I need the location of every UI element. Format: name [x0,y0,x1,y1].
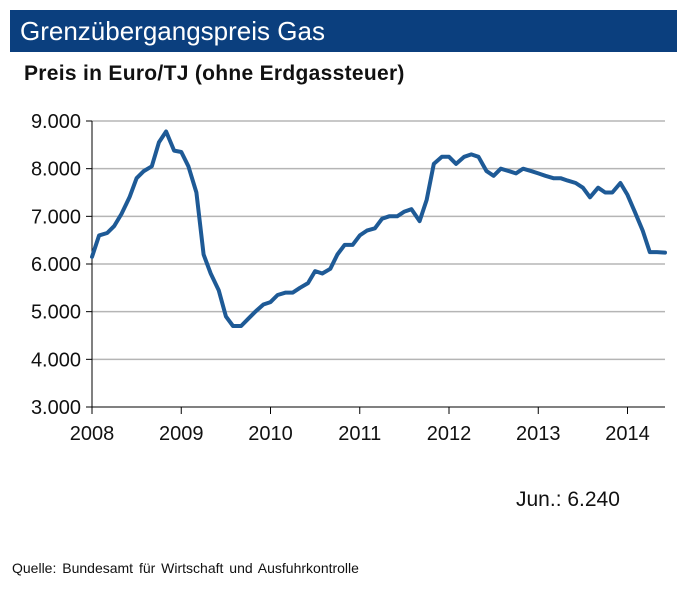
source-note: Quelle: Bundesamt für Wirtschaft und Aus… [12,560,359,576]
chart-subtitle: Preis in Euro/TJ (ohne Erdgassteuer) [24,62,405,85]
x-tick-label: 2010 [248,423,293,445]
latest-value-label: Jun.: 6.240 [516,488,620,511]
y-tick-label: 7.000 [31,206,81,228]
x-tick-label: 2008 [70,423,115,445]
chart-title-bar: Grenzübergangspreis Gas [10,10,677,52]
x-tick-label: 2013 [516,423,561,445]
series-line [90,129,667,328]
y-tick-label: 5.000 [31,302,81,324]
x-tick-label: 2011 [338,423,381,445]
y-tick-label: 3.000 [31,397,81,419]
y-tick-label: 6.000 [31,254,81,276]
y-tick-label: 8.000 [31,159,81,181]
y-tick-label: 4.000 [31,349,81,371]
chart-title: Grenzübergangspreis Gas [20,16,325,46]
y-tick-label: 9.000 [31,111,81,133]
x-tick-label: 2012 [427,423,472,445]
x-tick-label: 2014 [605,423,650,445]
x-tick-label: 2009 [159,423,204,445]
